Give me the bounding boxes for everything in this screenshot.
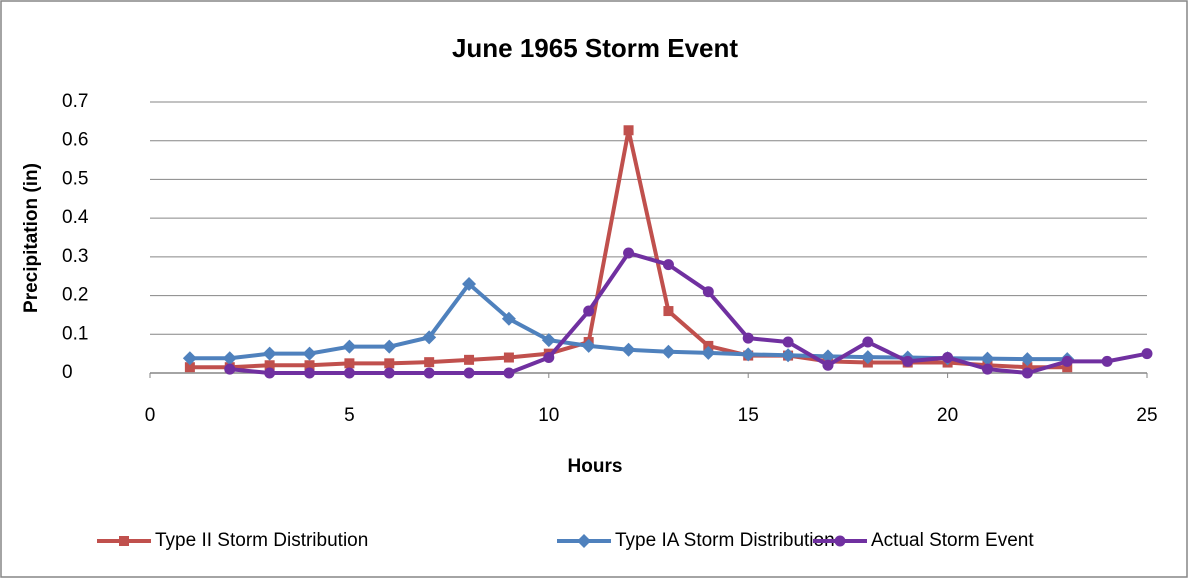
legend-label: Type IA Storm Distribution (615, 530, 835, 551)
data-point (343, 367, 355, 379)
data-point (464, 354, 475, 365)
data-point (302, 346, 317, 361)
data-point (382, 339, 397, 354)
data-point (623, 125, 634, 136)
y-tick-label: 0.3 (62, 246, 88, 267)
data-point (583, 305, 595, 317)
data-point (1020, 352, 1035, 367)
data-point (423, 367, 435, 379)
series-line (229, 250, 1148, 375)
data-point (581, 338, 596, 353)
data-point (304, 367, 316, 379)
data-point (501, 311, 516, 326)
data-point (781, 348, 796, 363)
data-point (424, 357, 435, 368)
y-tick-label: 0.4 (62, 207, 89, 228)
data-point (1061, 355, 1073, 367)
data-point (701, 345, 716, 360)
data-point (1101, 355, 1113, 367)
data-point (820, 349, 835, 364)
legend-marker (834, 535, 846, 547)
y-tick-label: 0.1 (62, 323, 88, 344)
data-point (384, 358, 395, 369)
data-point (822, 359, 834, 371)
y-tick-label: 0 (62, 362, 73, 383)
data-point (741, 347, 756, 362)
x-tick-label: 5 (344, 405, 355, 426)
data-point (742, 332, 754, 344)
data-point (860, 350, 875, 365)
data-point (662, 259, 674, 271)
y-tick-label: 0.7 (62, 91, 88, 112)
data-point (344, 358, 355, 369)
data-point (342, 339, 357, 354)
legend-label: Actual Storm Event (871, 530, 1034, 551)
legend-marker (119, 536, 129, 546)
data-point (462, 276, 477, 291)
data-point (262, 346, 277, 361)
data-point (503, 352, 514, 363)
data-point (222, 351, 237, 366)
data-point (902, 355, 914, 367)
y-tick-label: 0.2 (62, 285, 88, 306)
data-point (661, 344, 676, 359)
data-point (702, 286, 714, 298)
data-point (182, 351, 197, 366)
data-point (184, 362, 195, 373)
data-point (621, 342, 636, 357)
data-point (942, 352, 954, 364)
x-tick-label: 25 (1136, 405, 1157, 426)
data-point (981, 363, 993, 375)
x-tick-label: 10 (538, 405, 559, 426)
legend-marker (577, 534, 591, 548)
data-point (541, 333, 556, 348)
y-tick-label: 0.5 (62, 168, 88, 189)
data-point (264, 360, 275, 371)
data-point (1062, 362, 1073, 373)
data-point (224, 363, 236, 375)
x-tick-label: 20 (937, 405, 958, 426)
data-point (422, 330, 437, 345)
chart-title: June 1965 Storm Event (452, 33, 738, 63)
data-point (463, 367, 475, 379)
data-point (503, 367, 515, 379)
y-tick-label: 0.6 (62, 130, 88, 151)
data-point (1141, 348, 1153, 360)
data-point (862, 336, 874, 348)
data-point (1021, 367, 1033, 379)
data-point (623, 247, 635, 259)
data-point (543, 352, 555, 364)
x-tick-label: 15 (738, 405, 759, 426)
data-point (383, 367, 395, 379)
data-point (980, 351, 995, 366)
y-axis-label: Precipitation (in) (21, 163, 42, 313)
data-point (663, 306, 674, 317)
x-axis-label: Hours (568, 456, 623, 477)
data-point (304, 360, 315, 371)
data-point (264, 367, 276, 379)
data-point (782, 336, 794, 348)
x-tick-label: 0 (145, 405, 156, 426)
legend-label: Type II Storm Distribution (155, 530, 368, 551)
data-point (1022, 362, 1033, 373)
